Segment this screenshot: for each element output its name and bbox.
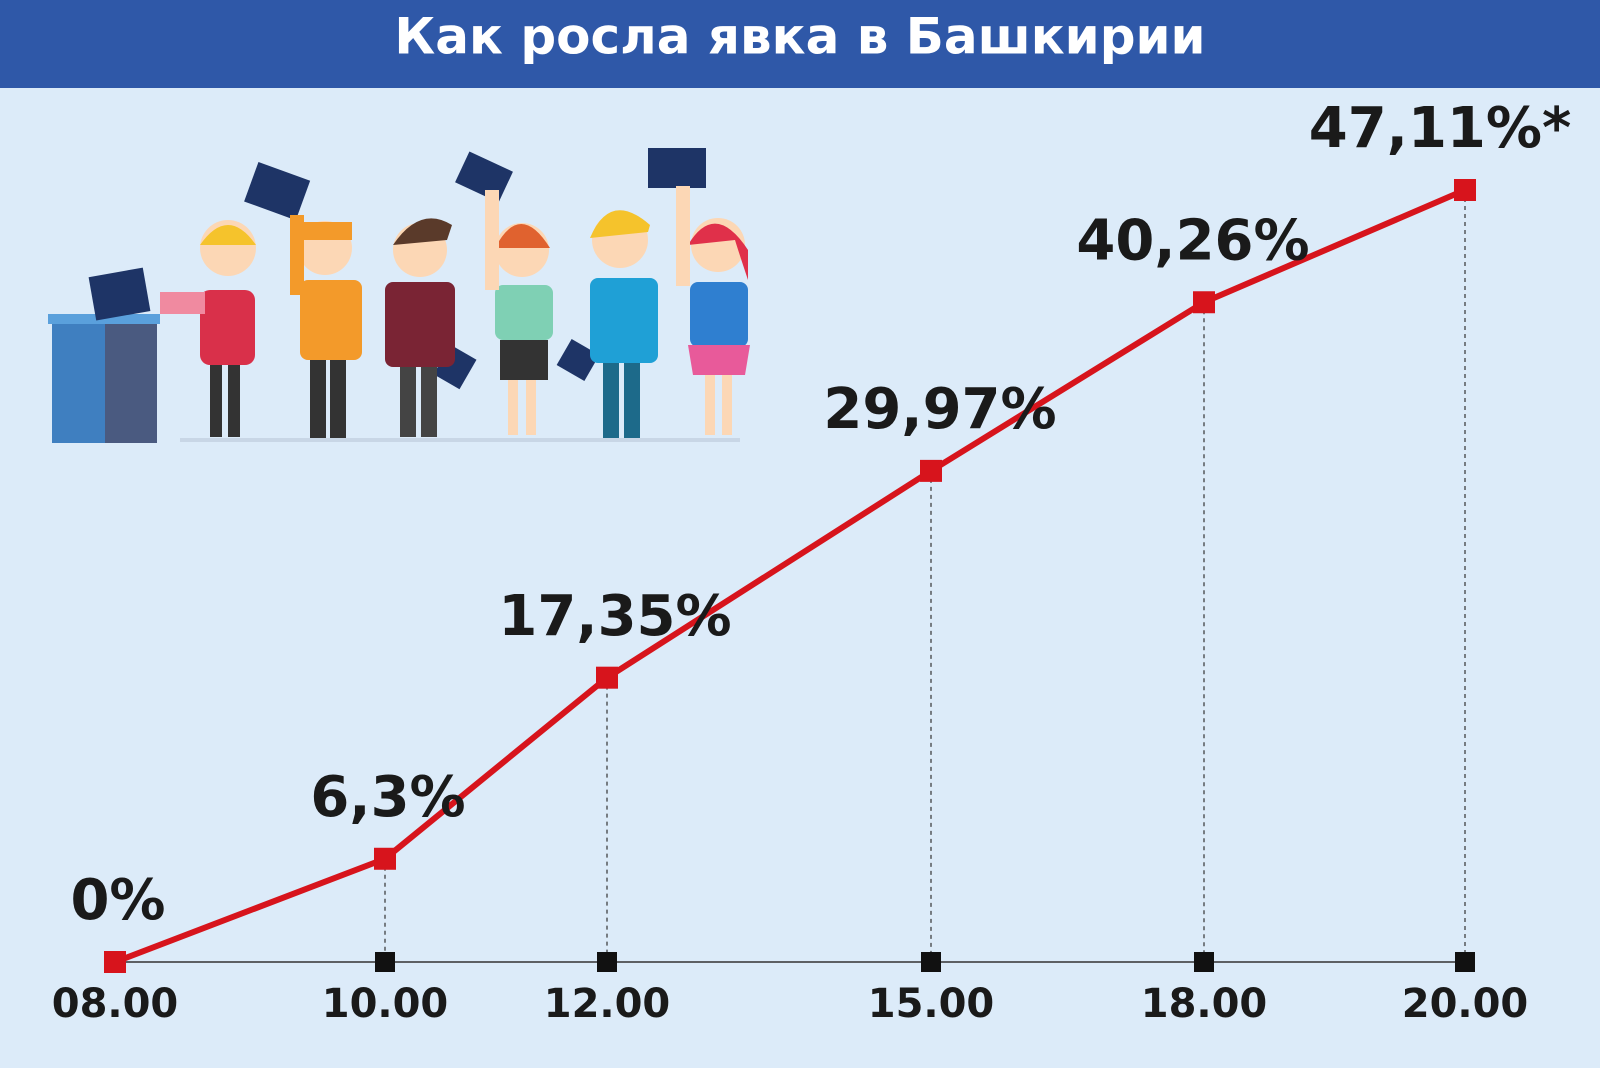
x-tick-label: 12.00: [544, 981, 671, 1027]
illustration: [48, 148, 750, 443]
x-tick-label: 20.00: [1402, 981, 1529, 1027]
point: [1454, 179, 1476, 201]
line: [113, 187, 1467, 965]
x-tick-label: 10.00: [322, 981, 449, 1027]
x-tick-label: 18.00: [1141, 981, 1268, 1027]
x-tick-label: 08.00: [52, 981, 179, 1027]
point: [920, 459, 942, 482]
value-label: 40,26%: [1076, 208, 1309, 273]
x-tick-marker: [1455, 952, 1475, 972]
value-label: 17,35%: [498, 584, 731, 649]
x-tick-label: 15.00: [868, 981, 995, 1027]
point: [374, 847, 396, 870]
chart-title: Как росла явка в Башкирии: [394, 8, 1205, 66]
point: [596, 666, 618, 689]
x-tick-marker: [1194, 952, 1214, 972]
header-band: [0, 0, 1600, 88]
value-label: 6,3%: [310, 765, 465, 830]
x-tick-marker: [375, 952, 395, 972]
value-label: 47,11%*: [1309, 96, 1572, 161]
value-label: 0%: [70, 868, 165, 933]
x-tick-marker: [921, 952, 941, 972]
point: [104, 951, 126, 973]
point: [1193, 291, 1215, 314]
value-label: 29,97%: [823, 377, 1056, 442]
x-tick-marker: [597, 952, 617, 972]
